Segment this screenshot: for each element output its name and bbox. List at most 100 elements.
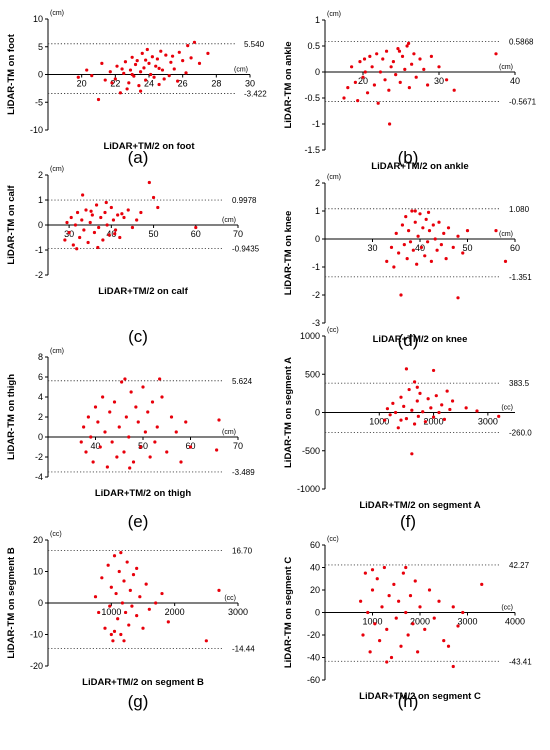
y-unit-label: (cc) xyxy=(50,531,62,538)
data-point xyxy=(172,67,176,71)
x-unit-label: (cm) xyxy=(499,231,513,238)
data-point xyxy=(494,229,498,233)
x-tick-label: 70 xyxy=(233,229,243,239)
data-point xyxy=(399,418,403,422)
panel-label: (c) xyxy=(128,327,148,346)
data-point xyxy=(429,406,433,410)
y-tick-label: 20 xyxy=(33,535,43,545)
data-point xyxy=(396,47,400,51)
data-point xyxy=(404,215,408,219)
data-point xyxy=(157,82,161,87)
y-tick-label: -3 xyxy=(312,318,320,328)
data-point xyxy=(184,71,188,75)
data-point xyxy=(415,262,419,266)
data-point xyxy=(400,54,405,59)
x-tick-label: 22 xyxy=(110,79,120,89)
data-point xyxy=(418,57,422,61)
x-tick-label: 70 xyxy=(233,441,243,451)
data-point xyxy=(136,420,140,424)
data-point xyxy=(103,430,107,434)
data-point xyxy=(398,80,402,84)
y-tick-label: 1 xyxy=(315,15,320,25)
data-point xyxy=(194,225,198,230)
y-tick-label: 0 xyxy=(38,70,43,80)
data-point xyxy=(439,243,443,247)
panel-label: (g) xyxy=(127,692,149,711)
data-point xyxy=(101,395,105,399)
data-point xyxy=(206,51,210,56)
data-point xyxy=(139,210,143,215)
y-tick-label: -60 xyxy=(307,675,320,685)
data-point xyxy=(157,66,161,70)
data-point xyxy=(120,380,124,384)
data-point xyxy=(388,122,392,126)
data-point xyxy=(382,565,386,570)
data-point xyxy=(69,215,73,220)
data-point xyxy=(503,259,508,263)
data-point xyxy=(383,418,387,422)
data-point xyxy=(426,240,430,244)
x-tick-label: 2000 xyxy=(410,617,430,627)
data-point xyxy=(135,218,139,222)
data-point xyxy=(431,415,436,419)
y-tick-label: 0 xyxy=(315,408,320,418)
data-point xyxy=(402,404,406,408)
limit-of-agreement-label: -3.489 xyxy=(232,468,255,477)
data-point xyxy=(80,218,84,222)
data-point xyxy=(445,389,449,393)
y-axis-title: LiDAR-TM on foot xyxy=(6,33,17,115)
data-point xyxy=(142,66,146,70)
data-point xyxy=(427,588,432,592)
y-unit-label: (cm) xyxy=(327,11,341,18)
data-point xyxy=(370,568,375,572)
data-point xyxy=(93,595,98,599)
data-point xyxy=(81,193,85,197)
data-point xyxy=(388,413,392,417)
data-point xyxy=(93,405,98,409)
x-tick-label: 60 xyxy=(510,243,520,253)
y-tick-label: -40 xyxy=(307,653,320,663)
data-point xyxy=(156,205,160,210)
data-point xyxy=(154,601,158,605)
data-point xyxy=(111,218,116,222)
data-point xyxy=(65,220,69,225)
data-point xyxy=(104,200,108,205)
data-point xyxy=(105,465,109,469)
limit-of-agreement-label: 0.5868 xyxy=(509,37,534,46)
data-point xyxy=(108,604,112,608)
data-point xyxy=(116,213,120,217)
limit-of-agreement-label: -3.422 xyxy=(244,89,267,98)
x-tick-label: 1000 xyxy=(369,417,389,427)
data-point xyxy=(370,65,374,69)
y-tick-label: 20 xyxy=(310,585,320,595)
data-point xyxy=(385,407,390,411)
data-point xyxy=(437,65,441,69)
data-point xyxy=(394,73,398,77)
y-tick-label: -5 xyxy=(35,97,43,107)
data-point xyxy=(394,231,398,235)
data-point xyxy=(90,213,94,217)
data-point xyxy=(431,368,436,373)
data-point xyxy=(96,420,100,424)
data-point xyxy=(126,208,130,212)
y-axis-title: LiDAR-TM on thigh xyxy=(6,374,17,460)
data-point xyxy=(113,232,117,236)
data-point xyxy=(179,460,183,464)
data-point xyxy=(109,205,113,210)
data-point xyxy=(78,235,82,240)
data-point xyxy=(392,582,396,586)
data-point xyxy=(124,415,128,419)
data-point xyxy=(130,72,134,77)
data-point xyxy=(98,445,102,449)
data-point xyxy=(140,51,144,56)
data-point xyxy=(167,74,171,78)
x-tick-label: 40 xyxy=(90,441,100,451)
data-point xyxy=(394,616,398,620)
data-point xyxy=(123,60,128,64)
data-point xyxy=(423,627,427,631)
x-tick-label: 1000 xyxy=(362,617,382,627)
data-point xyxy=(125,560,129,564)
x-tick-label: 30 xyxy=(245,79,255,89)
x-tick-label: 4000 xyxy=(505,617,525,627)
panel-label: (b) xyxy=(397,148,419,167)
